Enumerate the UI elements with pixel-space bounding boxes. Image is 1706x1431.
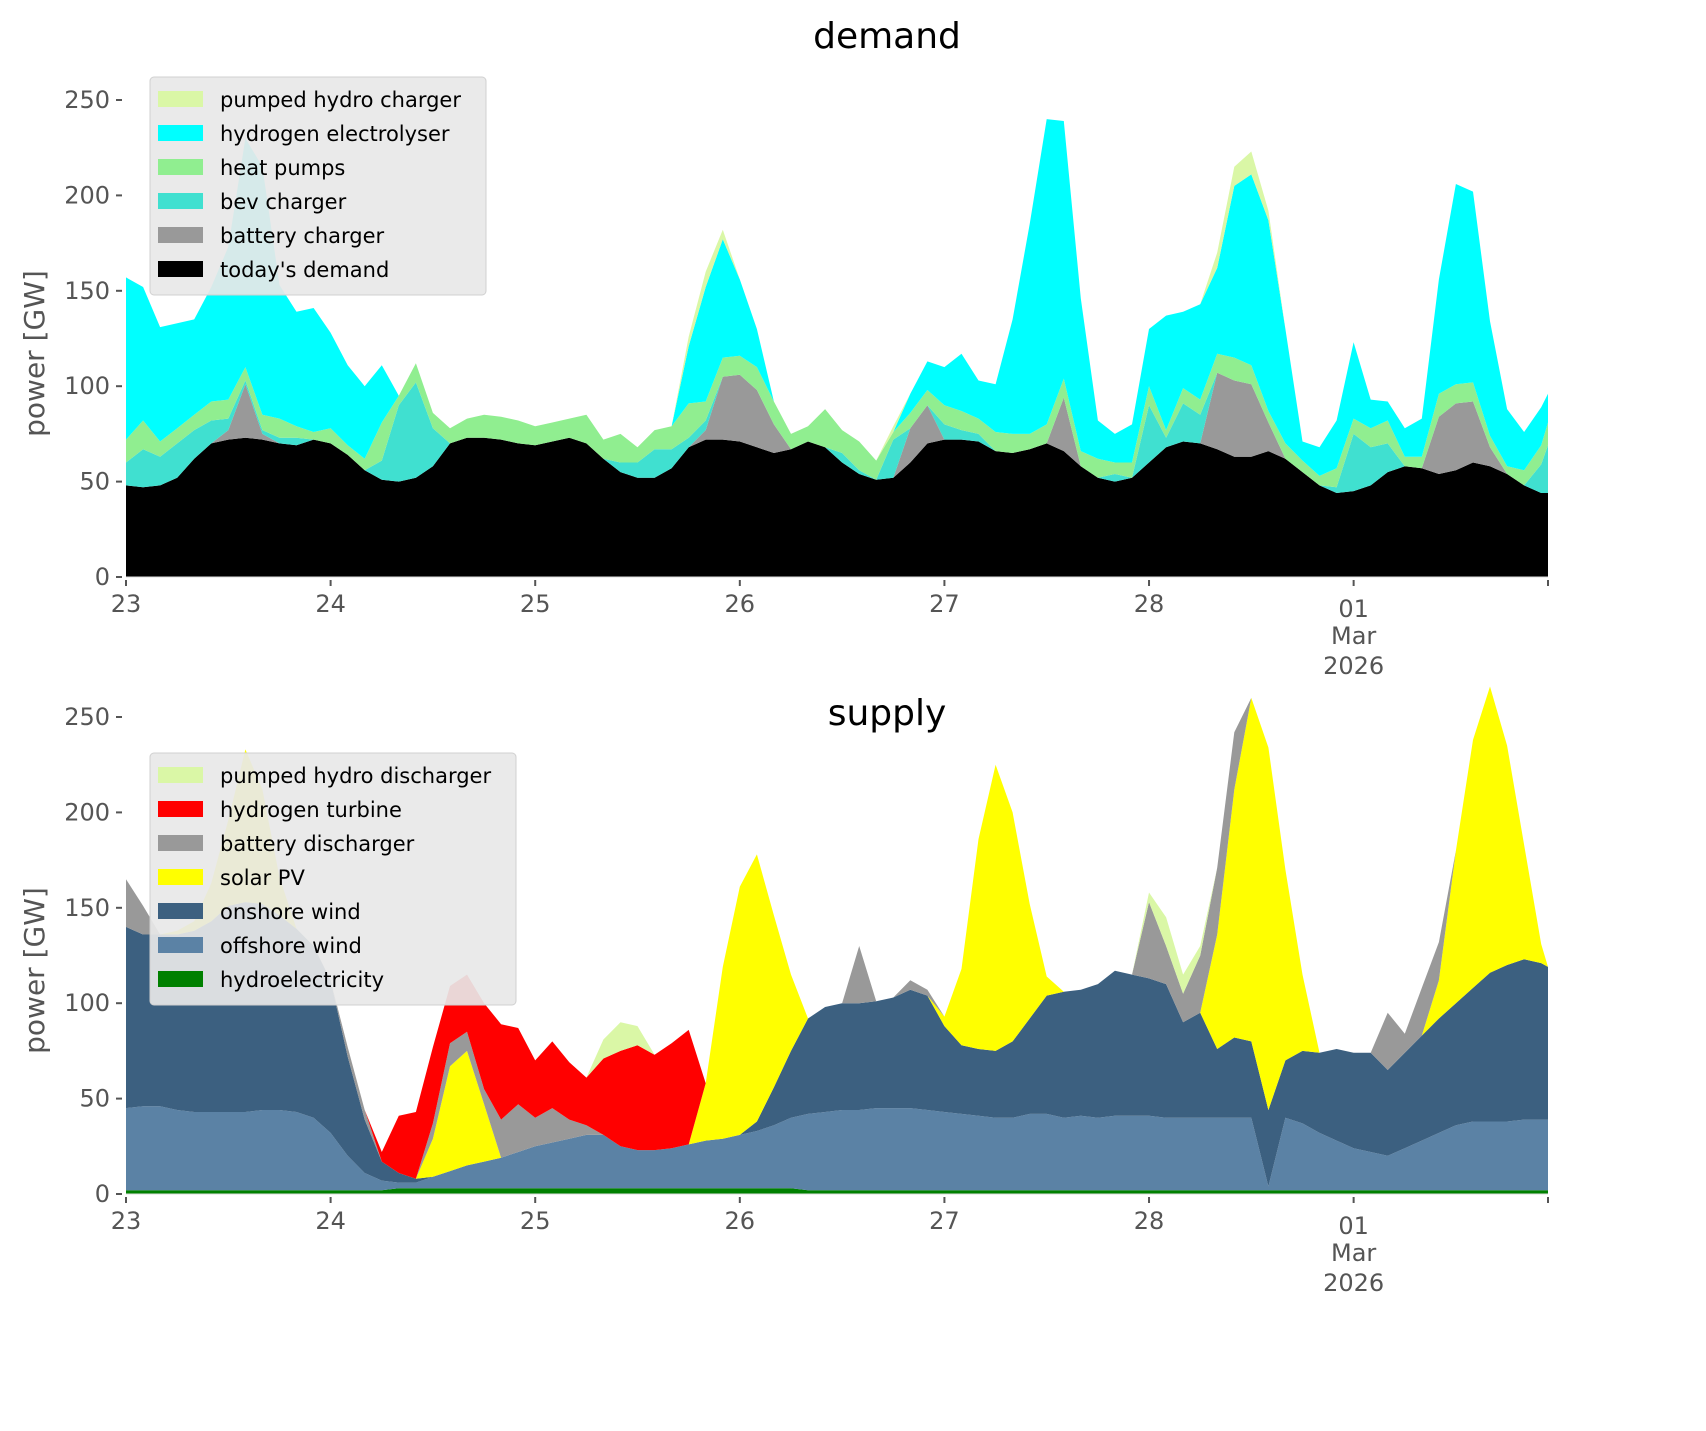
legend-label: pumped hydro discharger [220, 764, 491, 788]
x-tick-label: 27 [929, 590, 960, 618]
x-tick-label: 23 [111, 1207, 142, 1235]
legend-swatch [158, 801, 203, 817]
x-tick-label: 26 [725, 1207, 756, 1235]
area-hydrogen-turbine [126, 686, 1548, 1179]
area-offshore-wind [126, 1106, 1548, 1191]
demand-legend: pumped hydro charger hydrogen electrolyse… [149, 76, 487, 296]
x-tick-month: Mar [1331, 1239, 1376, 1267]
y-tick-label: 0 [95, 563, 110, 591]
legend-label: today's demand [220, 258, 389, 282]
legend-swatch [158, 903, 203, 919]
legend-swatch [158, 227, 203, 243]
y-tick-label: 200 [64, 181, 110, 209]
legend-swatch [158, 193, 203, 209]
legend-swatch [158, 767, 203, 783]
y-tick-label: 100 [64, 372, 110, 400]
area-today-s-demand [126, 437, 1548, 577]
legend-label: hydrogen electrolyser [220, 122, 450, 146]
legend-label: hydroelectricity [220, 968, 384, 992]
x-tick-label: 25 [520, 1207, 551, 1235]
demand-title: demand [813, 16, 961, 57]
x-tick-label: 27 [929, 1207, 960, 1235]
x-tick-label: 28 [1134, 1207, 1165, 1235]
supply-panel: supply 0 50 100 150 200 250 23 24 25 26 27 28 01Mar20… [18, 686, 1549, 1297]
x-tick-label: 01 [1338, 595, 1369, 623]
area-solar-pv [126, 686, 1548, 1179]
x-tick-label: 24 [315, 1207, 346, 1235]
legend-box [149, 752, 517, 1006]
legend-swatch [158, 835, 203, 851]
y-axis-label: power [GW] [18, 887, 51, 1054]
y-axis-label: power [GW] [18, 270, 51, 437]
legend-label: hydrogen turbine [220, 798, 402, 822]
legend-swatch [158, 261, 203, 277]
x-tick-label: 23 [111, 590, 142, 618]
legend-label: solar PV [220, 866, 305, 890]
y-tick-label: 150 [64, 277, 110, 305]
legend-label: heat pumps [220, 156, 345, 180]
x-tick-label: 24 [315, 590, 346, 618]
legend-label: offshore wind [220, 934, 362, 958]
area-hydroelectricity [126, 1188, 1548, 1194]
y-tick-label: 250 [64, 86, 110, 114]
area-battery-charger [126, 372, 1548, 493]
y-tick-label: 50 [79, 1085, 110, 1113]
legend-swatch [158, 125, 203, 141]
area-hydrogen-electrolyser [126, 119, 1548, 476]
supply-title: supply [828, 693, 947, 734]
y-tick-label: 250 [64, 703, 110, 731]
legend-swatch [158, 159, 203, 175]
supply-legend: pumped hydro discharger hydrogen turbine b… [149, 752, 517, 1006]
x-tick-month: Mar [1331, 622, 1376, 650]
y-tick-label: 50 [79, 468, 110, 496]
x-tick-label: 25 [520, 590, 551, 618]
x-tick-year: 2026 [1323, 652, 1384, 680]
y-tick-label: 150 [64, 894, 110, 922]
x-tick-year: 2026 [1323, 1269, 1384, 1297]
y-tick-label: 0 [95, 1180, 110, 1208]
legend-label: pumped hydro charger [220, 88, 461, 112]
x-tick-label: 26 [725, 590, 756, 618]
x-tick-label: 28 [1134, 590, 1165, 618]
area-onshore-wind [126, 902, 1548, 1187]
legend-swatch [158, 971, 203, 987]
legend-swatch [158, 937, 203, 953]
area-bev-charger [126, 372, 1548, 493]
legend-swatch [158, 869, 203, 885]
x-tick-label: 01 [1338, 1212, 1369, 1240]
legend-label: battery discharger [220, 832, 415, 856]
y-tick-label: 100 [64, 989, 110, 1017]
legend-box [149, 76, 487, 296]
demand-panel: demand 0 50 100 150 200 250 23 24 25 26 27 28 01Mar20… [18, 16, 1549, 680]
legend-swatch [158, 91, 203, 107]
legend-label: bev charger [220, 190, 347, 214]
legend-label: onshore wind [220, 900, 361, 924]
legend-label: battery charger [220, 224, 385, 248]
y-tick-label: 200 [64, 798, 110, 826]
